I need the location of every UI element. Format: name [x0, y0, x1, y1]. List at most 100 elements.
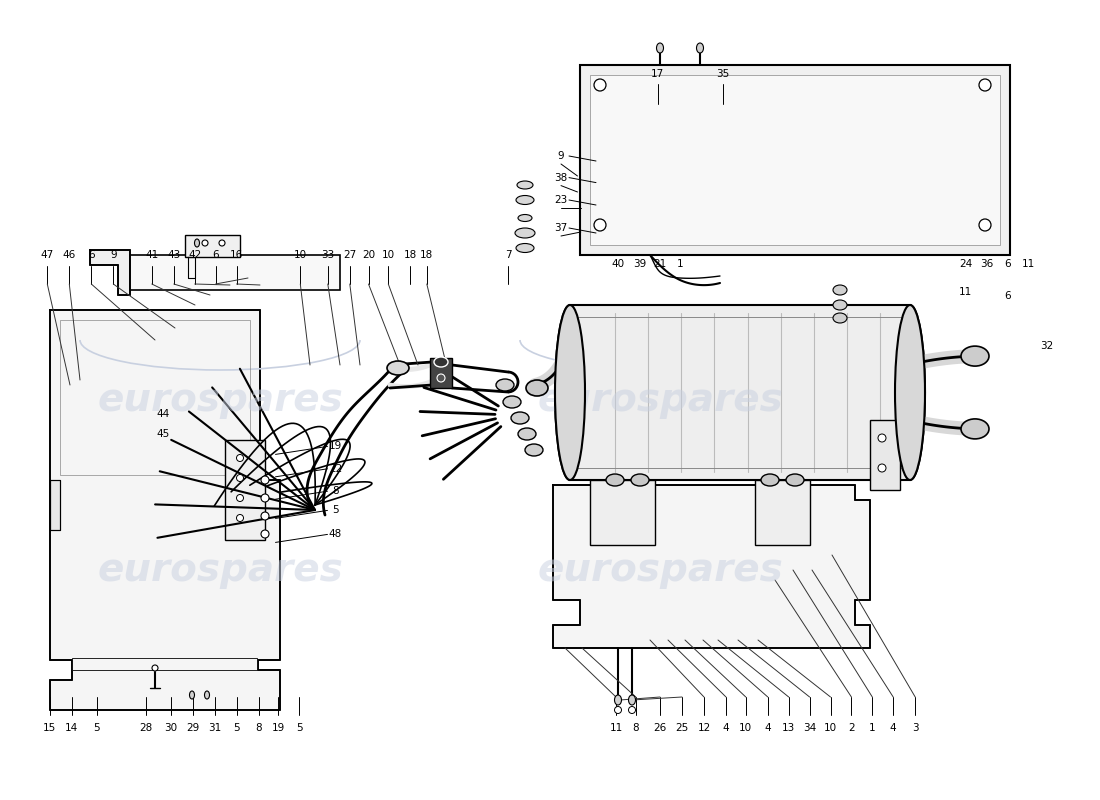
- Text: 43: 43: [167, 250, 180, 260]
- Ellipse shape: [236, 454, 243, 462]
- Text: 12: 12: [697, 723, 711, 733]
- Ellipse shape: [195, 239, 199, 247]
- Bar: [72, 658, 257, 670]
- Ellipse shape: [631, 474, 649, 486]
- Polygon shape: [553, 485, 870, 648]
- Text: 1: 1: [676, 259, 683, 269]
- Text: 45: 45: [156, 429, 169, 438]
- Text: 10: 10: [294, 250, 307, 260]
- Ellipse shape: [189, 691, 195, 699]
- Text: 9: 9: [558, 151, 564, 161]
- Ellipse shape: [236, 514, 243, 522]
- Text: 8: 8: [632, 723, 639, 733]
- Text: 10: 10: [739, 723, 752, 733]
- Text: 27: 27: [343, 250, 356, 260]
- Bar: [130, 255, 340, 290]
- Text: 36: 36: [980, 259, 993, 269]
- Bar: [580, 65, 1010, 255]
- Text: 18: 18: [404, 250, 417, 260]
- Ellipse shape: [261, 530, 270, 538]
- Text: 9: 9: [110, 250, 117, 260]
- Text: 32: 32: [1041, 342, 1054, 351]
- Ellipse shape: [512, 412, 529, 424]
- Ellipse shape: [615, 706, 622, 714]
- Text: eurospares: eurospares: [97, 551, 343, 589]
- Text: 4: 4: [890, 723, 896, 733]
- Text: 48: 48: [329, 530, 342, 539]
- Text: 20: 20: [362, 250, 375, 260]
- Text: 31: 31: [208, 723, 221, 733]
- Ellipse shape: [628, 706, 636, 714]
- Bar: [226, 440, 265, 540]
- Ellipse shape: [525, 444, 543, 456]
- Bar: [590, 75, 1000, 245]
- Text: 11: 11: [609, 723, 623, 733]
- Text: 22: 22: [329, 464, 342, 474]
- Text: 38: 38: [554, 173, 568, 182]
- Bar: [60, 320, 250, 475]
- Text: 41: 41: [145, 250, 158, 260]
- Ellipse shape: [833, 313, 847, 323]
- Ellipse shape: [878, 464, 886, 472]
- Ellipse shape: [878, 434, 886, 442]
- Ellipse shape: [515, 228, 535, 238]
- Ellipse shape: [696, 43, 704, 53]
- Text: 44: 44: [156, 410, 169, 419]
- Ellipse shape: [556, 305, 585, 480]
- Polygon shape: [50, 480, 60, 530]
- Text: 30: 30: [164, 723, 177, 733]
- Text: 10: 10: [824, 723, 837, 733]
- Text: 26: 26: [653, 723, 667, 733]
- Text: 6: 6: [1004, 291, 1011, 301]
- Ellipse shape: [657, 43, 663, 53]
- Ellipse shape: [236, 474, 243, 482]
- Ellipse shape: [261, 494, 270, 502]
- Text: 42: 42: [188, 250, 201, 260]
- Text: 18: 18: [420, 250, 433, 260]
- Text: 34: 34: [803, 723, 816, 733]
- Text: 35: 35: [716, 70, 729, 79]
- Text: 8: 8: [332, 486, 339, 496]
- Ellipse shape: [979, 219, 991, 231]
- Ellipse shape: [594, 79, 606, 91]
- Ellipse shape: [606, 474, 624, 486]
- Text: 8: 8: [255, 723, 262, 733]
- Text: 19: 19: [272, 723, 285, 733]
- Ellipse shape: [628, 695, 636, 705]
- Text: 6: 6: [1004, 259, 1011, 269]
- Ellipse shape: [615, 695, 622, 705]
- Ellipse shape: [261, 512, 270, 520]
- Text: 23: 23: [554, 195, 568, 205]
- Text: 21: 21: [653, 259, 667, 269]
- Text: eurospares: eurospares: [537, 551, 783, 589]
- Text: 25: 25: [675, 723, 689, 733]
- Text: 15: 15: [43, 723, 56, 733]
- Text: 11: 11: [959, 287, 972, 297]
- Text: 4: 4: [764, 723, 771, 733]
- Bar: [570, 305, 910, 480]
- Ellipse shape: [526, 380, 548, 396]
- Text: 47: 47: [41, 250, 54, 260]
- Ellipse shape: [518, 214, 532, 222]
- Text: 28: 28: [140, 723, 153, 733]
- Ellipse shape: [437, 374, 446, 382]
- Ellipse shape: [516, 195, 534, 205]
- Text: 19: 19: [329, 442, 342, 451]
- Text: 3: 3: [912, 723, 918, 733]
- Bar: [755, 480, 810, 545]
- Text: 46: 46: [63, 250, 76, 260]
- Ellipse shape: [761, 474, 779, 486]
- Bar: [185, 235, 240, 257]
- Ellipse shape: [833, 285, 847, 295]
- Text: 24: 24: [959, 259, 972, 269]
- Ellipse shape: [152, 665, 158, 671]
- Text: 40: 40: [612, 259, 625, 269]
- Text: 4: 4: [723, 723, 729, 733]
- Text: 10: 10: [382, 250, 395, 260]
- Text: 6: 6: [212, 250, 219, 260]
- Text: 37: 37: [554, 223, 568, 233]
- Text: 2: 2: [848, 723, 855, 733]
- Text: 11: 11: [1022, 259, 1035, 269]
- Text: 29: 29: [186, 723, 199, 733]
- Bar: [430, 358, 452, 388]
